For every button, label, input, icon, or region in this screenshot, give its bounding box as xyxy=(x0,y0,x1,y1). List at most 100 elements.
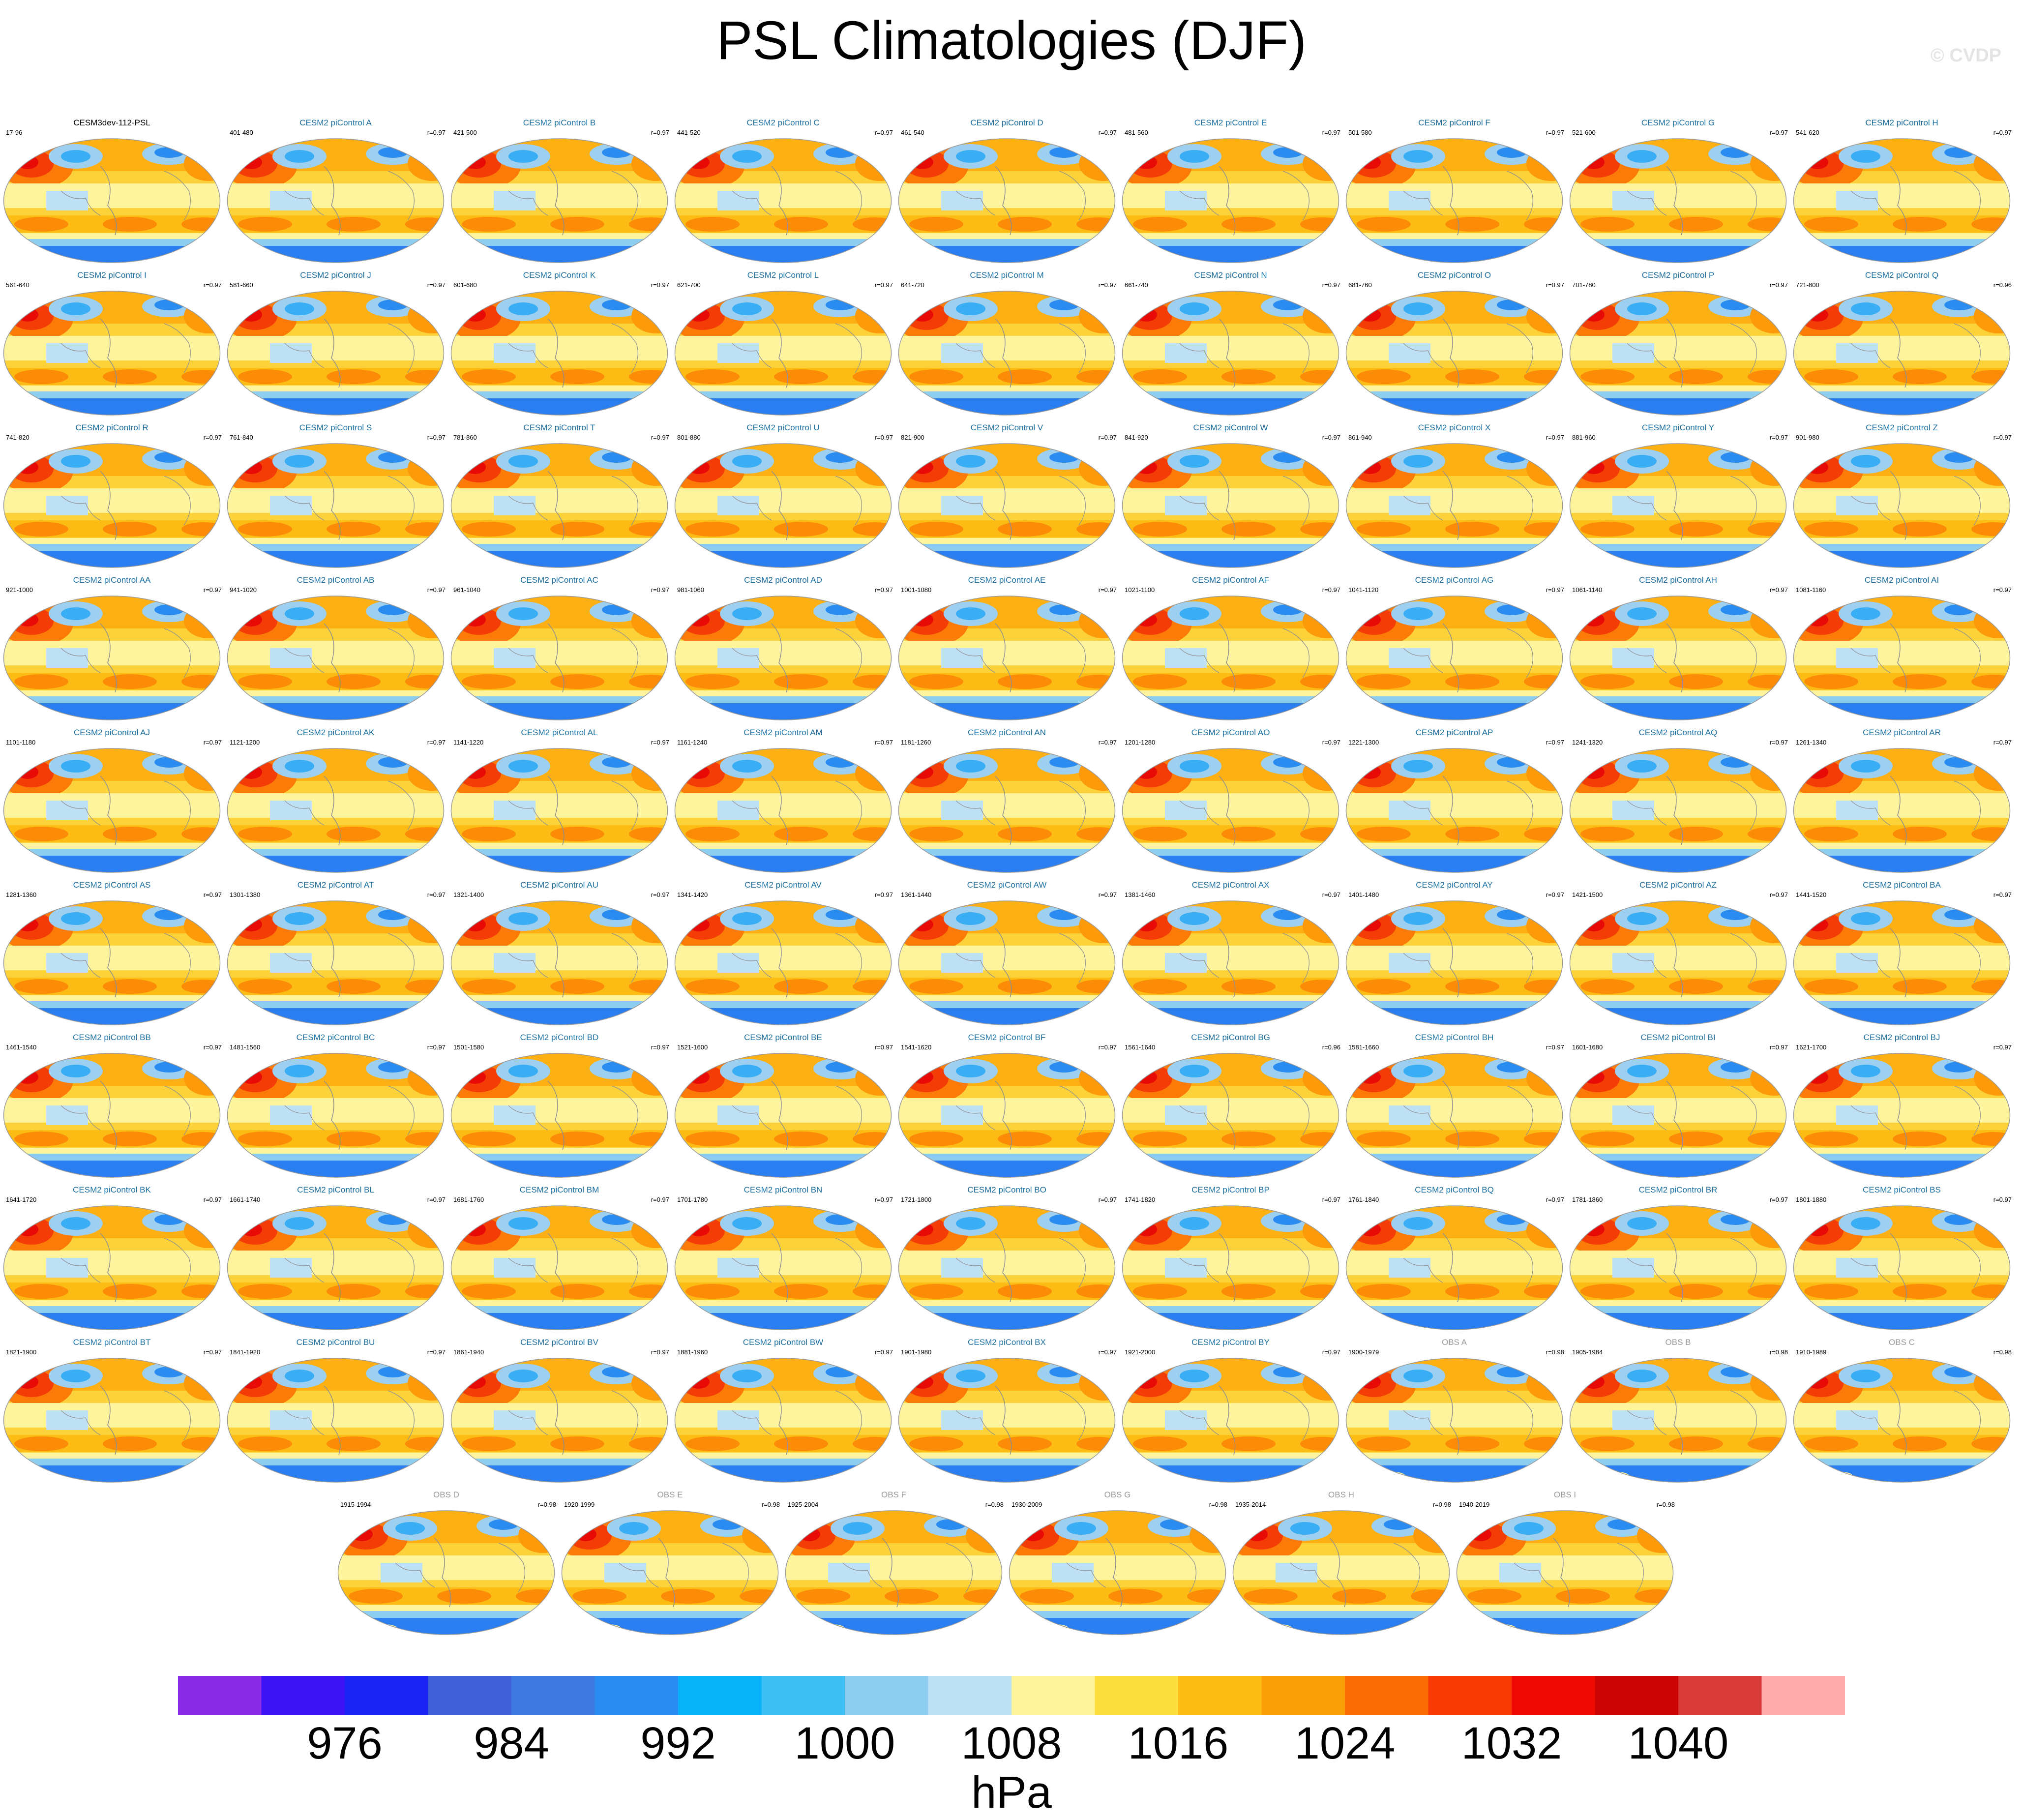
panel-years: 1041-1120 xyxy=(1348,586,1379,594)
panel-correlation: r=0.97 xyxy=(203,1196,222,1203)
panel-title: CESM2 piControl AX xyxy=(1191,880,1270,890)
panel-correlation: r=0.97 xyxy=(651,129,669,136)
panel-map xyxy=(897,442,1117,569)
climatology-panel: CESM2 piControl AA 921-1000 r=0.97 xyxy=(0,575,224,723)
panel-years: 1201-1280 xyxy=(1125,739,1156,746)
climatology-panel: CESM2 piControl AO 1201-1280 r=0.97 xyxy=(1119,728,1342,875)
panel-title: CESM2 piControl P xyxy=(1641,270,1715,280)
panel-map xyxy=(673,442,893,569)
climatology-panel: CESM2 piControl BJ 1621-1700 r=0.97 xyxy=(1790,1033,2014,1180)
panel-years: 1761-1840 xyxy=(1348,1196,1379,1203)
climatology-panel: CESM2 piControl BW 1881-1960 r=0.97 xyxy=(671,1338,895,1485)
panel-correlation: r=0.98 xyxy=(1769,1348,1788,1356)
colorbar-tick-label: 1040 xyxy=(1628,1718,1729,1768)
climatology-panel: CESM2 piControl BC 1481-1560 r=0.97 xyxy=(224,1033,447,1180)
climatology-panel: CESM2 piControl AJ 1101-1180 r=0.97 xyxy=(0,728,224,875)
colorbar-swatch xyxy=(845,1676,928,1715)
panel-correlation: r=0.97 xyxy=(874,586,893,594)
climatology-panel: CESM2 piControl AS 1281-1360 r=0.97 xyxy=(0,880,224,1028)
climatology-panel: CESM2 piControl BT 1821-1900 r=0.97 xyxy=(0,1338,224,1485)
colorbar-labels: 976 984 992 1000 1008 1016 1024 1032 1040 xyxy=(0,1716,2023,1770)
panel-years: 1221-1300 xyxy=(1348,739,1379,746)
panel-map xyxy=(1568,746,1788,874)
panel-years: 1910-1989 xyxy=(1796,1348,1827,1356)
panel-correlation: r=0.97 xyxy=(1322,891,1340,898)
panel-correlation: r=0.98 xyxy=(1993,1348,2012,1356)
colorbar-bar xyxy=(178,1676,1845,1715)
panel-map xyxy=(2,594,222,722)
panel-title: CESM2 piControl AE xyxy=(968,575,1046,585)
panel-map xyxy=(1568,1356,1788,1484)
panel-title: CESM2 piControl H xyxy=(1865,118,1938,127)
climatology-panel: CESM2 piControl BF 1541-1620 r=0.97 xyxy=(895,1033,1119,1180)
panel-title: CESM2 piControl AC xyxy=(520,575,598,585)
panel-map xyxy=(1344,1051,1564,1179)
panel-correlation: r=0.97 xyxy=(1098,586,1117,594)
panel-years: 601-680 xyxy=(453,281,477,289)
climatology-panel: CESM2 piControl N 661-740 r=0.97 xyxy=(1119,270,1342,418)
panel-title: CESM2 piControl BR xyxy=(1638,1185,1718,1194)
climatology-panel: CESM2 piControl BM 1681-1760 r=0.97 xyxy=(447,1185,671,1333)
panel-title: CESM2 piControl V xyxy=(970,423,1043,432)
panel-grid: CESM3dev-112-PSL 17-96 CESM2 piControl A 40… xyxy=(0,118,2014,1637)
panel-correlation: r=0.97 xyxy=(1098,1044,1117,1051)
panel-correlation: r=0.96 xyxy=(1993,281,2012,289)
panel-map xyxy=(1121,594,1340,722)
panel-correlation: r=0.97 xyxy=(1322,1348,1340,1356)
panel-map xyxy=(673,1356,893,1484)
panel-correlation: r=0.97 xyxy=(203,434,222,441)
panel-correlation: r=0.98 xyxy=(1209,1501,1227,1508)
panel-title: CESM2 piControl M xyxy=(970,270,1044,280)
panel-years: 1301-1380 xyxy=(230,891,261,898)
panel-map xyxy=(449,137,669,265)
panel-map xyxy=(226,289,446,417)
panel-title: CESM2 piControl AI xyxy=(1864,575,1939,585)
panel-years: 1641-1720 xyxy=(6,1196,37,1203)
panel-years: 701-780 xyxy=(1572,281,1596,289)
panel-map xyxy=(1792,1051,2012,1179)
panel-years: 1421-1500 xyxy=(1572,891,1603,898)
panel-map xyxy=(560,1509,780,1637)
panel-correlation: r=0.98 xyxy=(985,1501,1004,1508)
panel-title: CESM2 piControl AG xyxy=(1415,575,1494,585)
panel-map xyxy=(1568,442,1788,569)
climatology-panel: CESM2 piControl BR 1781-1860 r=0.97 xyxy=(1566,1185,1790,1333)
panel-map xyxy=(897,289,1117,417)
climatology-panel: CESM2 piControl AT 1301-1380 r=0.97 xyxy=(224,880,447,1028)
panel-title: CESM2 piControl AB xyxy=(297,575,375,585)
panel-map xyxy=(1455,1509,1675,1637)
panel-map xyxy=(1568,899,1788,1027)
colorbar-tick-label: 1032 xyxy=(1461,1718,1562,1768)
panel-title: CESM2 piControl BY xyxy=(1191,1338,1270,1347)
climatology-panel: CESM2 piControl AU 1321-1400 r=0.97 xyxy=(447,880,671,1028)
panel-correlation: r=0.97 xyxy=(1322,434,1340,441)
panel-correlation: r=0.98 xyxy=(537,1501,556,1508)
panel-map xyxy=(1121,1051,1340,1179)
panel-title: CESM2 piControl BO xyxy=(967,1185,1046,1194)
panel-years: 1915-1994 xyxy=(340,1501,371,1508)
panel-map xyxy=(1792,746,2012,874)
panel-years: 401-480 xyxy=(230,129,253,136)
panel-title: CESM2 piControl BP xyxy=(1191,1185,1270,1194)
colorbar-swatch xyxy=(511,1676,595,1715)
panel-title: CESM2 piControl L xyxy=(747,270,819,280)
colorbar-swatch xyxy=(178,1676,262,1715)
panel-correlation: r=0.97 xyxy=(1993,129,2012,136)
panel-correlation: r=0.97 xyxy=(1546,129,1564,136)
climatology-panel: OBS A 1900-1979 r=0.98 xyxy=(1342,1338,1566,1485)
climatology-panel: CESM2 piControl AK 1121-1200 r=0.97 xyxy=(224,728,447,875)
panel-years: 1901-1980 xyxy=(901,1348,932,1356)
panel-correlation: r=0.97 xyxy=(1993,739,2012,746)
panel-years: 1905-1984 xyxy=(1572,1348,1603,1356)
panel-title: CESM2 piControl O xyxy=(1417,270,1491,280)
panel-correlation: r=0.97 xyxy=(427,281,446,289)
panel-map xyxy=(1568,1051,1788,1179)
panel-title: CESM2 piControl AU xyxy=(520,880,598,890)
climatology-panel: CESM2 piControl BD 1501-1580 r=0.97 xyxy=(447,1033,671,1180)
climatology-panel: CESM2 piControl BB 1461-1540 r=0.97 xyxy=(0,1033,224,1180)
panel-map xyxy=(1008,1509,1227,1637)
panel-years: 481-560 xyxy=(1125,129,1148,136)
panel-correlation: r=0.98 xyxy=(761,1501,780,1508)
colorbar-tick-label: 1008 xyxy=(961,1718,1062,1768)
panel-map xyxy=(1121,289,1340,417)
